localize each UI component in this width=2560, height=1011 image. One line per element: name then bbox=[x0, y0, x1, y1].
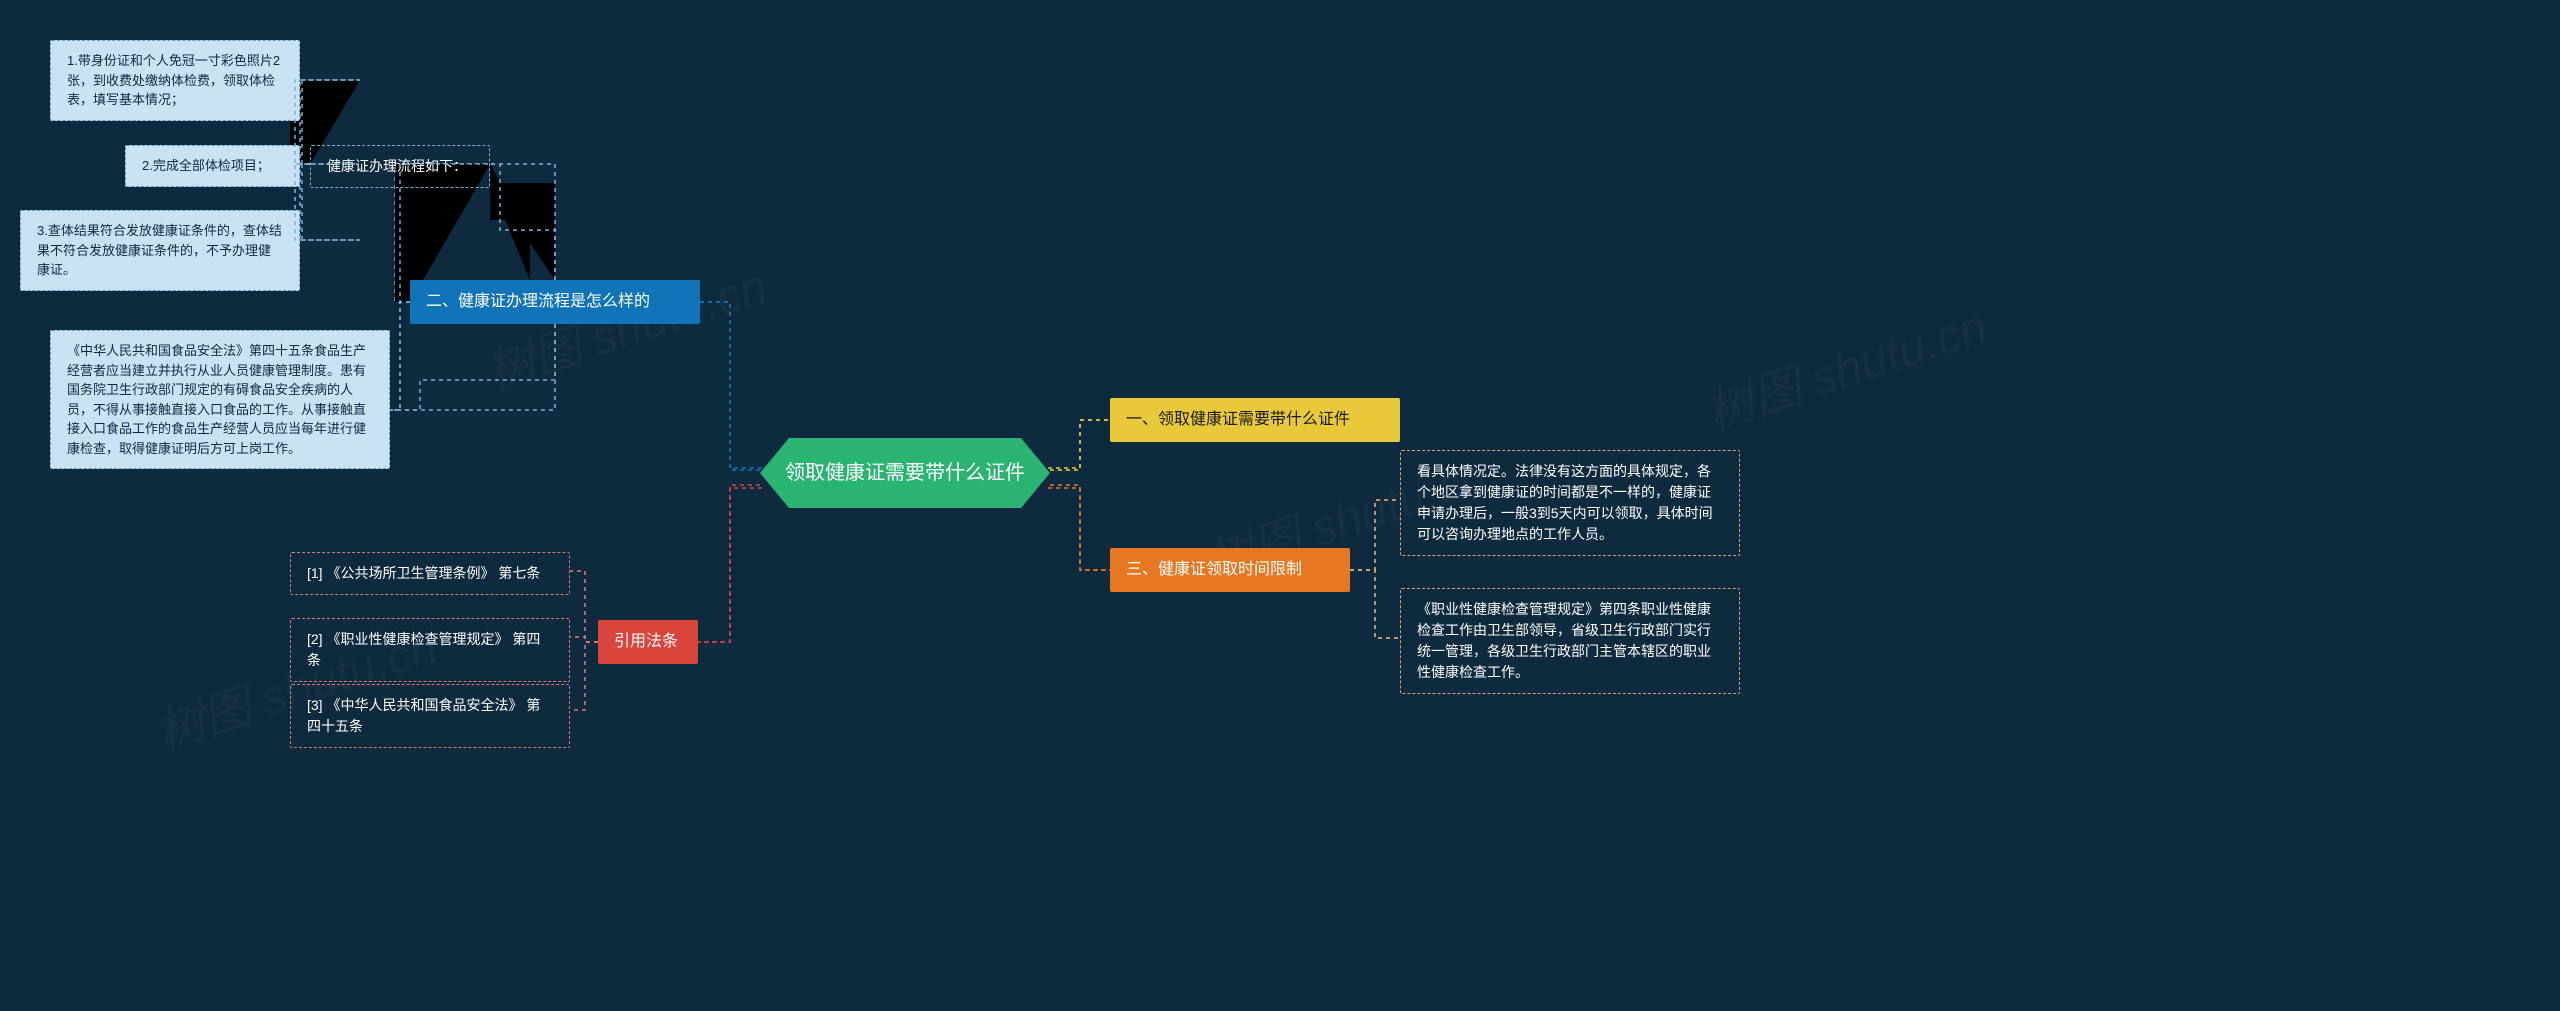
leaf-node: 看具体情况定。法律没有这方面的具体规定，各个地区拿到健康证的时间都是不一样的，健… bbox=[1400, 450, 1740, 556]
watermark: 树图 shutu.cn bbox=[476, 247, 774, 403]
branch-node-r1: 一、领取健康证需要带什么证件 bbox=[1110, 398, 1400, 442]
sub-node-l1a: 健康证办理流程如下： bbox=[310, 145, 490, 188]
leaf-node: 2.完成全部体检项目； bbox=[125, 145, 300, 187]
branch-node-r2: 三、健康证领取时间限制 bbox=[1110, 548, 1350, 592]
leaf-node: 《职业性健康检查管理规定》第四条职业性健康检查工作由卫生部领导，省级卫生行政部门… bbox=[1400, 588, 1740, 694]
branch-node-l2: 引用法条 bbox=[598, 620, 698, 664]
root-node: 领取健康证需要带什么证件 bbox=[760, 438, 1050, 508]
leaf-node: [3] 《中华人民共和国食品安全法》 第四十五条 bbox=[290, 684, 570, 748]
branch-node-l1: 二、健康证办理流程是怎么样的 bbox=[410, 280, 700, 324]
leaf-node: 3.查体结果符合发放健康证条件的，查体结果不符合发放健康证条件的，不予办理健康证… bbox=[20, 210, 300, 291]
leaf-node-l1b: 《中华人民共和国食品安全法》第四十五条食品生产经营者应当建立并执行从业人员健康管… bbox=[50, 330, 390, 469]
watermark: 树图 shutu.cn bbox=[1696, 287, 1994, 443]
leaf-node: 1.带身份证和个人免冠一寸彩色照片2张，到收费处缴纳体检费，领取体检表，填写基本… bbox=[50, 40, 300, 121]
leaf-node: [1] 《公共场所卫生管理条例》 第七条 bbox=[290, 552, 570, 595]
leaf-node: [2] 《职业性健康检查管理规定》 第四条 bbox=[290, 618, 570, 682]
